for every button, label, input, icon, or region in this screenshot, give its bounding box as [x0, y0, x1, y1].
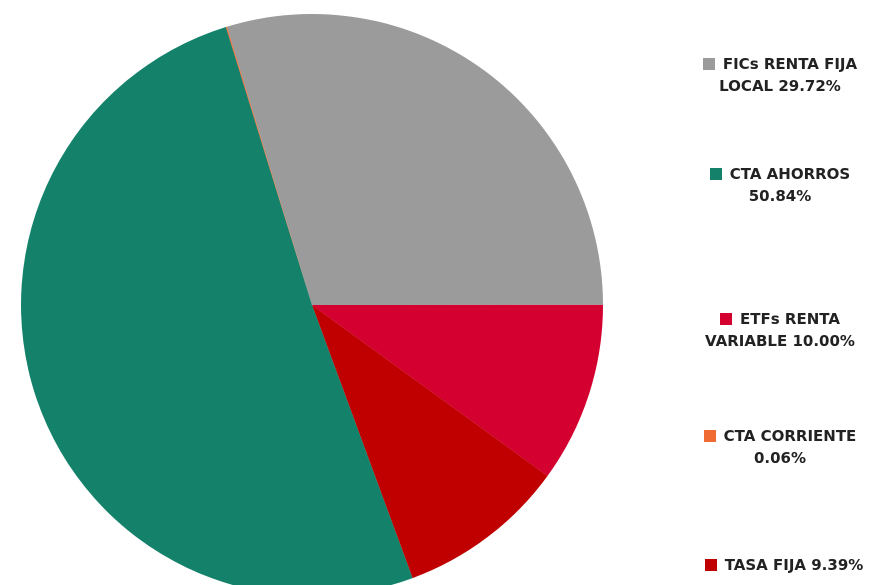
- legend-label: CTA CORRIENTE: [723, 427, 857, 445]
- pie-slice: [225, 26, 312, 305]
- pie-slice: [226, 13, 603, 305]
- legend-swatch: [709, 168, 722, 180]
- legend-item: TASA FIJA 9.39%: [684, 554, 884, 576]
- legend-swatch: [703, 430, 716, 442]
- legend-value: 50.84%: [748, 187, 812, 205]
- legend-value: 29.72%: [778, 77, 841, 95]
- legend-item: CTA CORRIENTE 0.06%: [680, 425, 880, 469]
- legend-item: CTA AHORROS 50.84%: [680, 163, 880, 207]
- legend-swatch: [720, 313, 733, 325]
- legend-value: 10.00%: [792, 332, 855, 350]
- legend-item: ETFs RENTA VARIABLE 10.00%: [680, 308, 880, 352]
- pie-slice: [21, 27, 413, 585]
- legend-label: FICs RENTA FIJA LOCAL: [719, 55, 858, 95]
- legend-swatch: [702, 58, 715, 70]
- legend-item: FICs RENTA FIJA LOCAL 29.72%: [680, 53, 880, 97]
- pie-slice: [312, 304, 603, 476]
- legend-value: 0.06%: [753, 449, 807, 467]
- legend-swatch: [704, 559, 717, 571]
- legend-label: ETFs RENTA VARIABLE: [705, 310, 840, 350]
- legend-label: CTA AHORROS: [729, 165, 851, 183]
- pie-slice: [312, 305, 548, 579]
- legend-value: 9.39%: [811, 556, 864, 574]
- legend-label: TASA FIJA: [724, 556, 807, 574]
